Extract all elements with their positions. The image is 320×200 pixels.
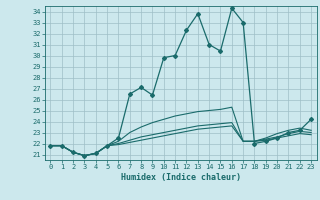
X-axis label: Humidex (Indice chaleur): Humidex (Indice chaleur) bbox=[121, 173, 241, 182]
